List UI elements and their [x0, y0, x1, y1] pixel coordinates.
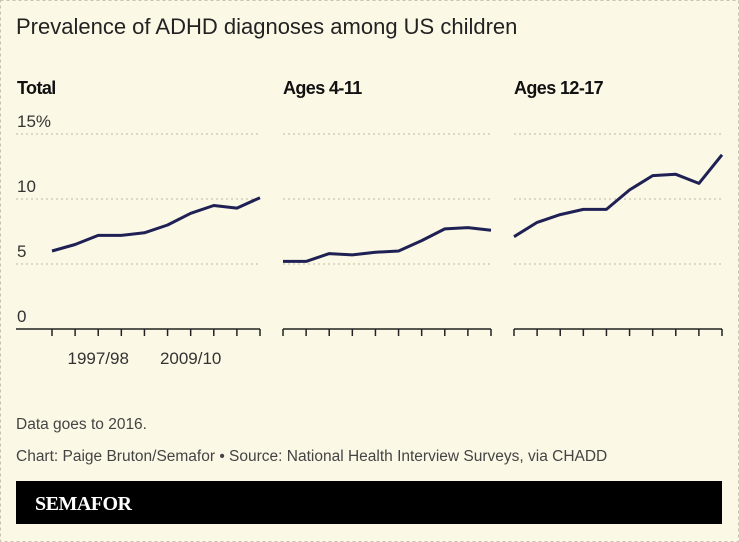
- y-tick-label: 0: [17, 307, 26, 326]
- series-line: [513, 153, 724, 238]
- series-line: [283, 226, 492, 263]
- x-tick-label: 2009/10: [160, 349, 221, 368]
- y-tick-label: 15%: [17, 112, 51, 131]
- panel-title: Total: [17, 78, 56, 98]
- data-note: Data goes to 2016.: [16, 416, 147, 433]
- panel-1: Total 0 5 10 15% 1997/98 2009/10: [16, 78, 261, 368]
- series-line: [51, 196, 261, 253]
- x-tick-label: 1997/98: [67, 349, 128, 368]
- footer-bar: [16, 481, 722, 524]
- panel-2: Ages 4-11: [282, 78, 492, 336]
- y-tick-label: 5: [17, 242, 26, 261]
- chart-title: Prevalence of ADHD diagnoses among US ch…: [16, 14, 517, 39]
- semafor-logo: SEMAFOR: [35, 493, 133, 515]
- y-tick-label: 10: [17, 177, 36, 196]
- panels: Total 0 5 10 15% 1997/98 2009/10 Ages 4-11 Ages …: [16, 78, 724, 368]
- panel-title: Ages 12-17: [514, 78, 604, 98]
- panel-3: Ages 12-17: [513, 78, 724, 336]
- panel-title: Ages 4-11: [283, 78, 362, 98]
- source-credit: Chart: Paige Bruton/Semafor • Source: Na…: [16, 448, 607, 465]
